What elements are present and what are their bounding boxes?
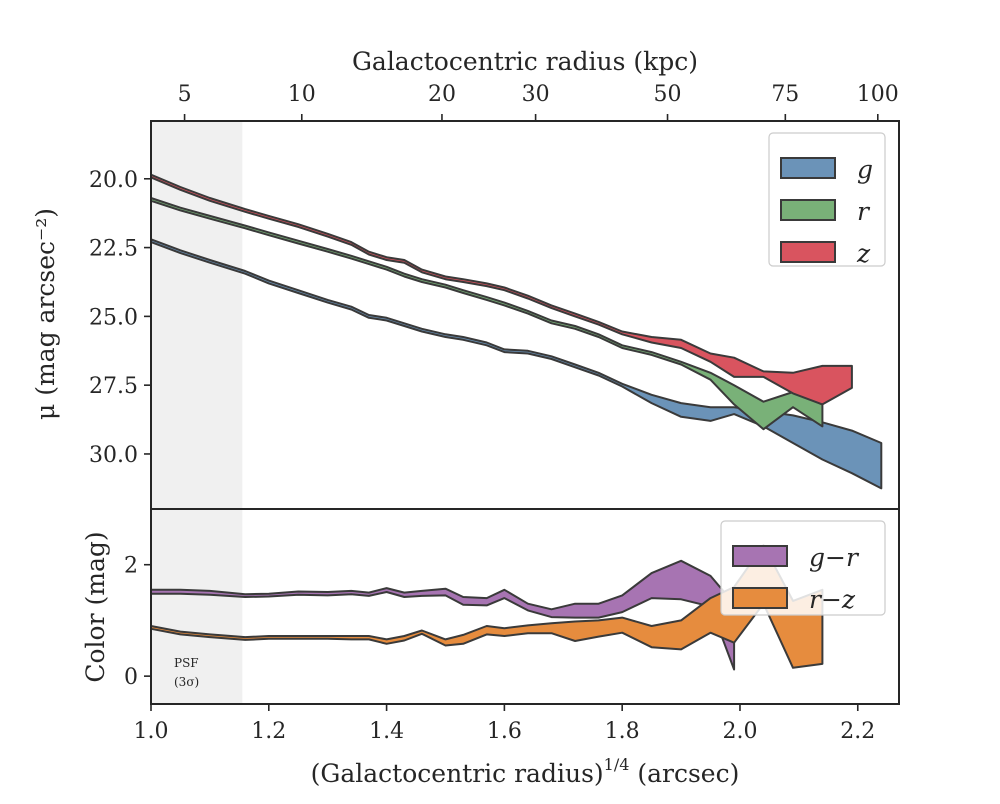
kpc-tick-label: 50 xyxy=(654,82,682,107)
kpc-tick-label: 20 xyxy=(428,82,456,107)
magnitude-legend-swatch xyxy=(780,241,836,263)
color-legend-entry: r−z xyxy=(809,585,856,614)
magnitude-legend-swatch xyxy=(780,157,836,179)
magnitude-legend-swatch xyxy=(780,199,836,221)
xtick-label: 2.0 xyxy=(722,719,757,744)
kpc-tick-label: 100 xyxy=(857,82,899,107)
xtick-label: 1.4 xyxy=(369,719,404,744)
color-legend: g−r r−z xyxy=(720,520,886,616)
magnitude-legend-entry: g xyxy=(857,155,873,184)
magnitude-legend-entry: r xyxy=(857,197,871,226)
xtick-label: 2.2 xyxy=(840,719,875,744)
top-ytick-label: 27.5 xyxy=(89,374,138,399)
magnitude-legend: grz xyxy=(768,132,886,268)
x-axis-title-spacer xyxy=(629,759,637,788)
kpc-tick-label: 5 xyxy=(178,82,192,107)
color-band-0 xyxy=(150,559,736,671)
top-ytick-label: 22.5 xyxy=(89,237,138,262)
color-legend-swatch xyxy=(732,587,788,609)
color-legend-entry: g−r xyxy=(809,543,860,572)
psf-region xyxy=(151,121,243,704)
color-band-1 xyxy=(150,544,824,669)
magnitude-band-2 xyxy=(150,173,853,406)
bottom-y-axis-title: Color (mag) xyxy=(81,531,110,682)
kpc-tick-label: 10 xyxy=(288,82,316,107)
top-ytick-label: 20.0 xyxy=(89,168,138,193)
bottom-panel-frame xyxy=(150,508,900,705)
top-y-axis-title: μ (mag arcsec⁻²) xyxy=(31,208,60,420)
top-axis-title: Galactocentric radius (kpc) xyxy=(352,47,698,76)
xtick-label: 1.2 xyxy=(251,719,286,744)
psf-sigma-label: (3σ) xyxy=(174,675,199,689)
bottom-x-axis-title: (Galactocentric radius)1/4 (arcsec) xyxy=(311,755,740,788)
magnitude-legend-entry: z xyxy=(856,239,871,268)
xtick-label: 1.6 xyxy=(487,719,522,744)
xtick-label: 1.0 xyxy=(134,719,169,744)
xtick-label: 1.8 xyxy=(605,719,640,744)
x-axis-title-superscript: 1/4 xyxy=(604,755,630,774)
bottom-ytick-label: 0 xyxy=(124,665,138,690)
magnitude-band-1 xyxy=(150,197,824,431)
top-ytick-label: 25.0 xyxy=(89,305,138,330)
bottom-ytick-label: 2 xyxy=(124,554,138,579)
kpc-tick-label: 30 xyxy=(522,82,550,107)
x-axis-title-main: (Galactocentric radius) xyxy=(311,759,604,788)
psf-label: PSF xyxy=(174,656,199,670)
color-legend-swatch xyxy=(732,545,788,567)
top-ytick-label: 30.0 xyxy=(89,443,138,468)
x-axis-title-unit: (arcsec) xyxy=(637,759,739,788)
kpc-tick-label: 75 xyxy=(771,82,799,107)
magnitude-band-0 xyxy=(150,238,883,490)
